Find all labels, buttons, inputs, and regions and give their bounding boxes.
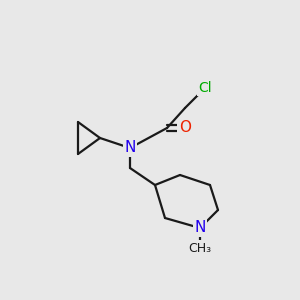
Text: O: O [179, 121, 191, 136]
Text: CH₃: CH₃ [188, 242, 212, 254]
Text: N: N [124, 140, 136, 155]
Text: N: N [194, 220, 206, 236]
Text: Cl: Cl [198, 81, 212, 95]
